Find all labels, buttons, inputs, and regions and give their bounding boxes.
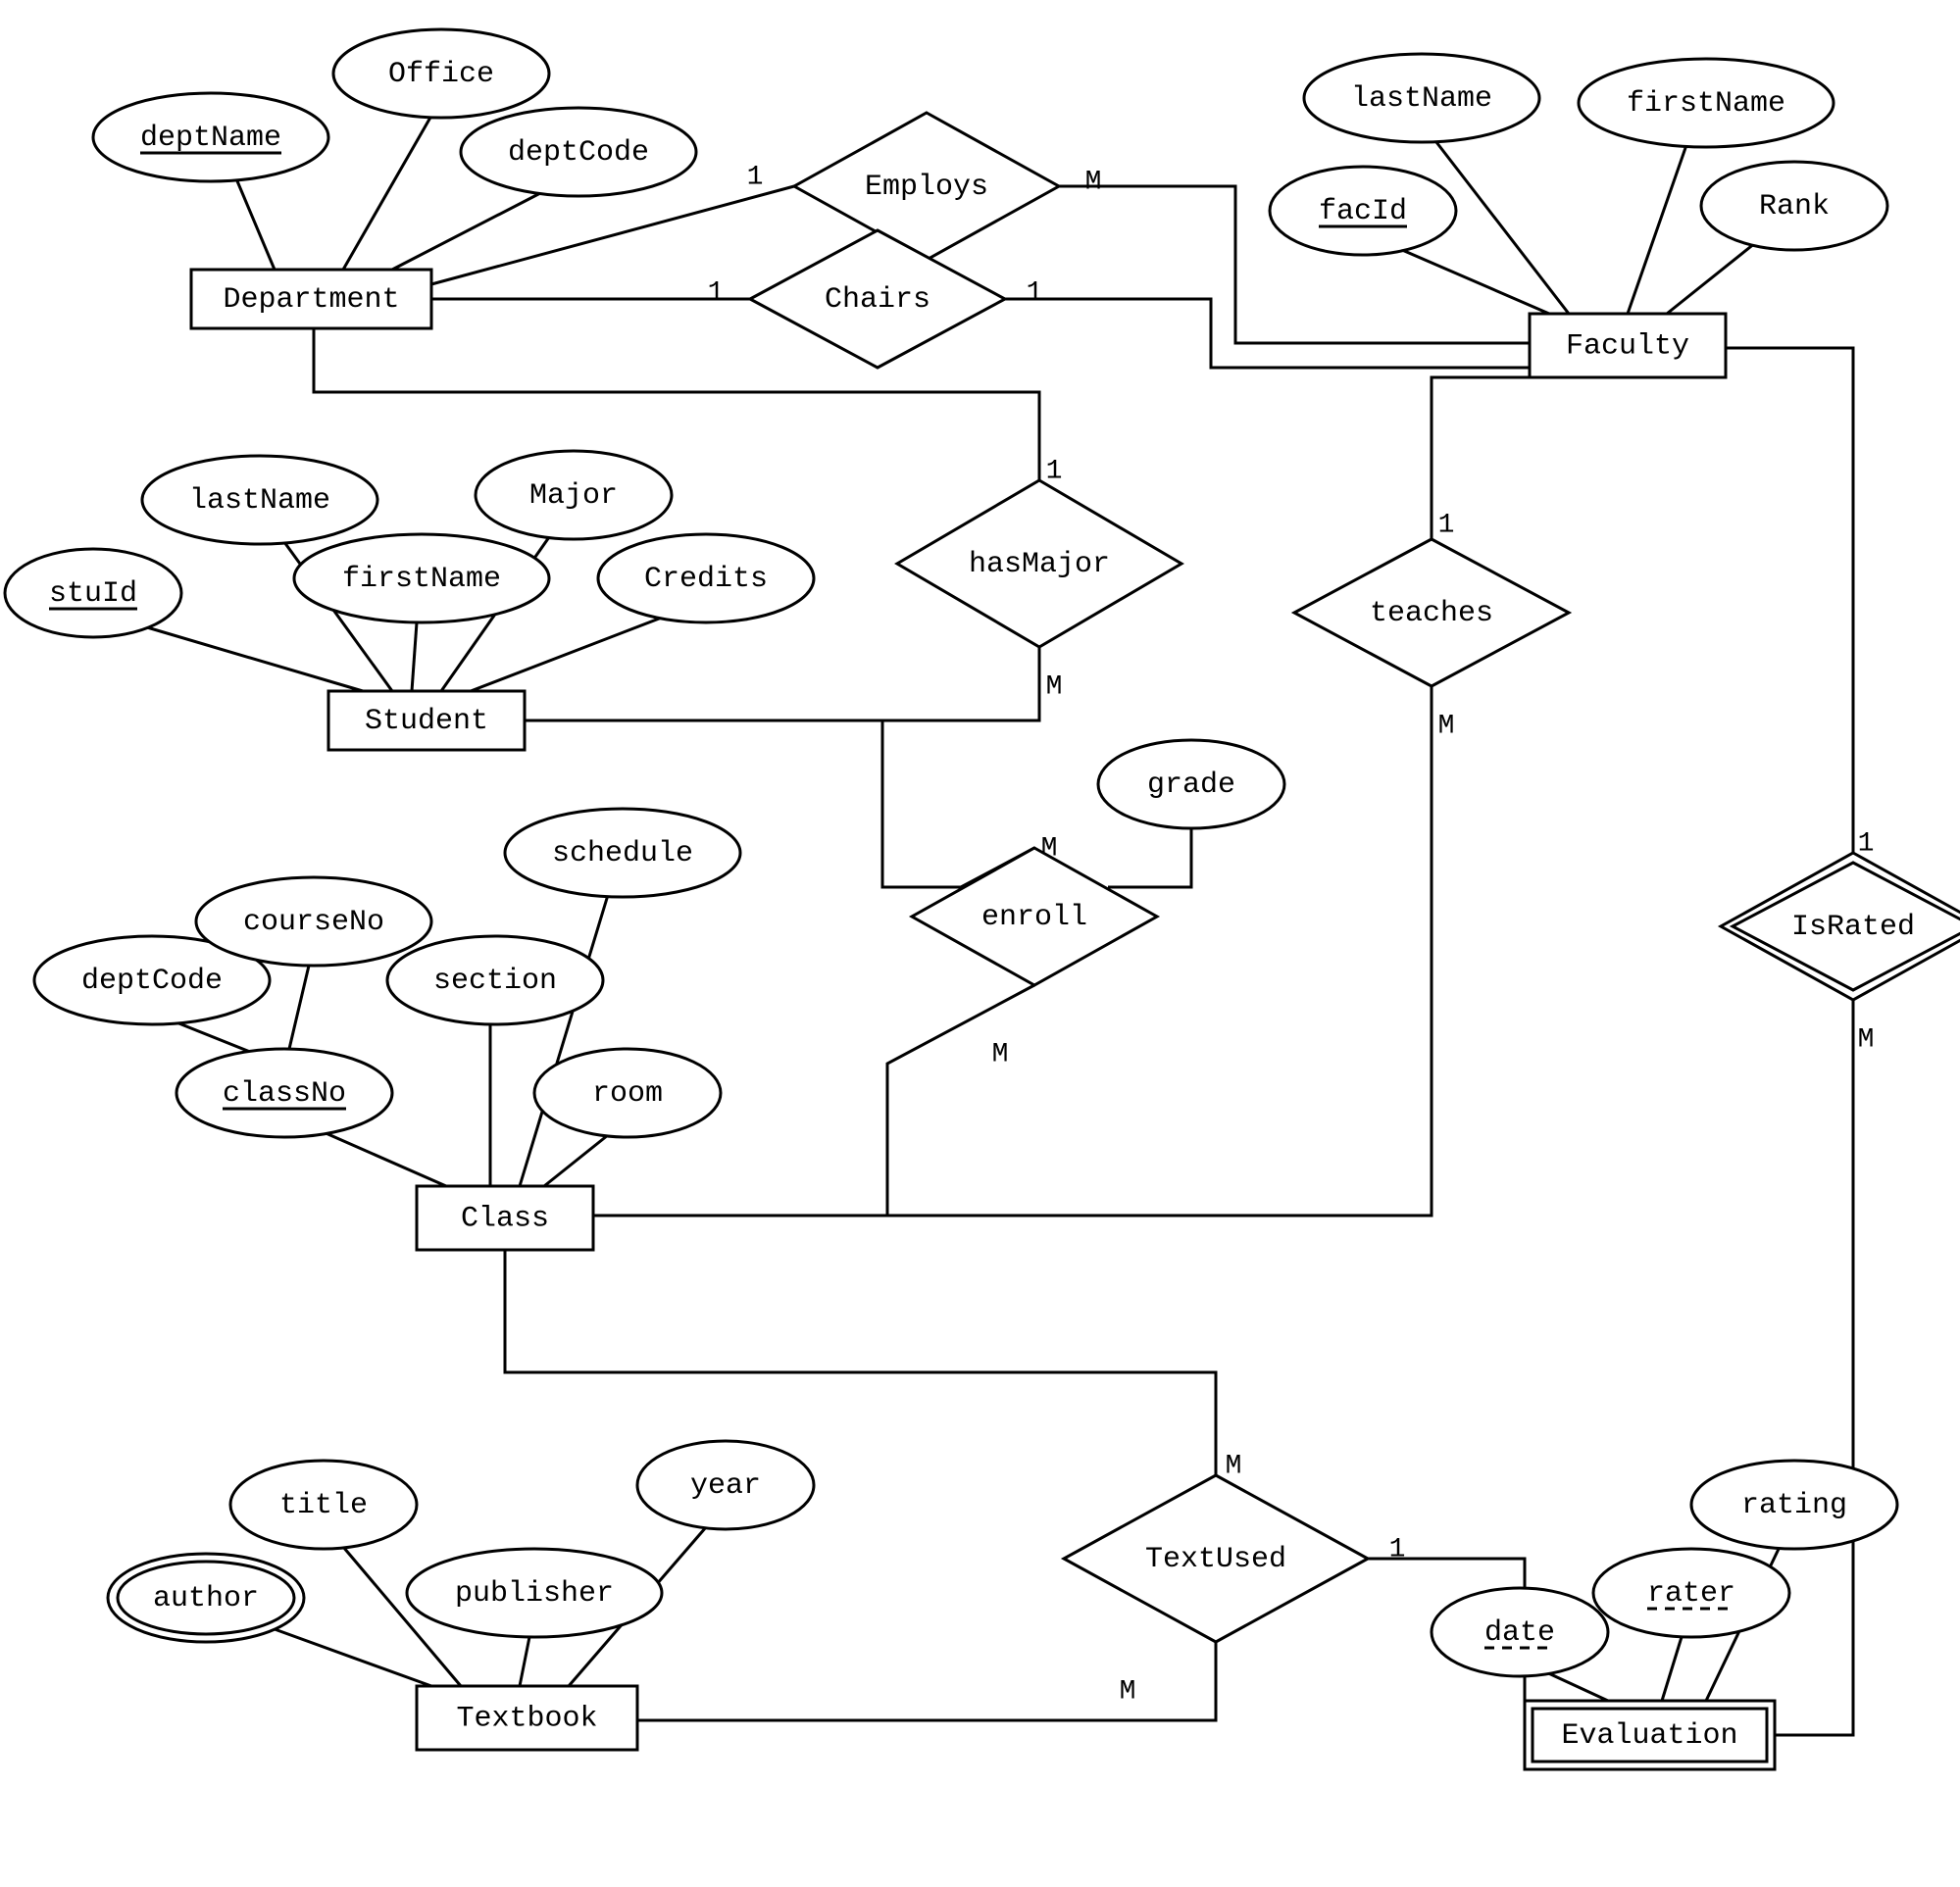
svg-text:1: 1 — [1858, 828, 1875, 859]
svg-text:M: M — [1226, 1451, 1242, 1481]
attribute-fac_facId: facId — [1270, 167, 1456, 255]
svg-text:IsRated: IsRated — [1791, 911, 1915, 944]
svg-text:Class: Class — [461, 1202, 549, 1235]
relationship-hasMajor: hasMajor — [897, 480, 1181, 647]
entity-evaluation: Evaluation — [1525, 1701, 1775, 1769]
attribute-cls_classNo: classNo — [176, 1049, 392, 1137]
svg-text:classNo: classNo — [223, 1077, 346, 1111]
svg-text:Textbook: Textbook — [456, 1702, 597, 1735]
svg-text:Faculty: Faculty — [1566, 329, 1689, 363]
svg-text:facId: facId — [1319, 195, 1407, 228]
svg-text:Department: Department — [223, 283, 399, 317]
svg-text:firstName: firstName — [342, 563, 501, 596]
svg-text:section: section — [433, 965, 557, 998]
svg-text:Office: Office — [388, 58, 494, 91]
svg-text:M: M — [1046, 671, 1063, 702]
svg-text:Evaluation: Evaluation — [1561, 1719, 1737, 1753]
attribute-fac_firstName: firstName — [1579, 59, 1834, 147]
entity-class: Class — [417, 1186, 593, 1250]
svg-text:courseNo: courseNo — [243, 906, 384, 939]
attribute-fac_rank: Rank — [1701, 162, 1887, 250]
svg-text:Credits: Credits — [644, 563, 768, 596]
svg-text:Employs: Employs — [865, 171, 988, 204]
svg-text:1: 1 — [1046, 456, 1063, 486]
attribute-txt_year: year — [637, 1441, 814, 1529]
entity-faculty: Faculty — [1530, 314, 1726, 377]
svg-text:Rank: Rank — [1759, 190, 1830, 223]
svg-text:schedule: schedule — [552, 837, 693, 870]
svg-text:author: author — [153, 1582, 259, 1615]
attribute-txt_author: author — [108, 1554, 304, 1642]
attribute-dept_deptCode: deptCode — [461, 108, 696, 196]
attribute-dept_deptName: deptName — [93, 93, 328, 181]
svg-text:date: date — [1484, 1616, 1555, 1650]
attribute-cls_courseNo: courseNo — [196, 877, 431, 966]
relationship-chairs: Chairs — [750, 230, 1005, 368]
attribute-cls_schedule: schedule — [505, 809, 740, 897]
svg-text:title: title — [279, 1489, 368, 1522]
svg-text:Chairs: Chairs — [825, 283, 930, 317]
relationship-teaches: teaches — [1294, 539, 1569, 686]
attribute-dept_office: Office — [333, 29, 549, 118]
svg-text:1: 1 — [1438, 510, 1455, 540]
entity-student: Student — [328, 691, 525, 750]
attribute-txt_title: title — [230, 1461, 417, 1549]
attribute-ev_date: date — [1432, 1588, 1608, 1676]
svg-text:publisher: publisher — [455, 1577, 614, 1611]
svg-text:M: M — [992, 1039, 1009, 1069]
relationship-isRated: IsRated — [1721, 853, 1960, 1000]
attribute-ev_rater: rater — [1593, 1549, 1789, 1637]
svg-text:1: 1 — [1389, 1534, 1406, 1564]
svg-text:deptCode: deptCode — [81, 965, 223, 998]
svg-text:year: year — [690, 1469, 761, 1503]
attribute-stu_credits: Credits — [598, 534, 814, 622]
svg-text:TextUsed: TextUsed — [1145, 1543, 1286, 1576]
svg-text:grade: grade — [1147, 769, 1235, 802]
relationship-textUsed: TextUsed — [1064, 1475, 1368, 1642]
svg-text:teaches: teaches — [1370, 597, 1493, 630]
entity-textbook: Textbook — [417, 1686, 637, 1750]
attribute-stu_lastName: lastName — [142, 456, 377, 544]
attribute-cls_section: section — [387, 936, 603, 1024]
svg-text:Major: Major — [529, 479, 618, 513]
svg-text:firstName: firstName — [1627, 87, 1785, 121]
svg-text:lastName: lastName — [1351, 82, 1492, 116]
svg-text:hasMajor: hasMajor — [969, 548, 1110, 581]
svg-text:1: 1 — [1027, 277, 1043, 308]
attribute-stu_stuId: stuId — [5, 549, 181, 637]
svg-text:lastName: lastName — [189, 484, 330, 518]
svg-text:deptName: deptName — [140, 122, 281, 155]
svg-text:enroll: enroll — [981, 901, 1087, 934]
svg-text:Student: Student — [365, 705, 488, 738]
attribute-cls_room: room — [534, 1049, 721, 1137]
svg-text:room: room — [592, 1077, 663, 1111]
entity-department: Department — [191, 270, 431, 328]
relationship-employs: Employs — [794, 113, 1059, 260]
relationship-enroll: enroll — [912, 848, 1157, 985]
svg-text:deptCode: deptCode — [508, 136, 649, 170]
attribute-fac_lastName: lastName — [1304, 54, 1539, 142]
svg-text:M: M — [1120, 1676, 1136, 1707]
attribute-txt_publisher: publisher — [407, 1549, 662, 1637]
attribute-ev_rating: rating — [1691, 1461, 1897, 1549]
svg-text:M: M — [1438, 711, 1455, 741]
attribute-stu_major: Major — [476, 451, 672, 539]
svg-text:1: 1 — [747, 162, 764, 192]
svg-text:stuId: stuId — [49, 577, 137, 611]
attribute-enr_grade: grade — [1098, 740, 1284, 828]
svg-text:M: M — [1858, 1024, 1875, 1055]
svg-text:1: 1 — [708, 277, 725, 308]
svg-text:rating: rating — [1741, 1489, 1847, 1522]
svg-text:M: M — [1085, 167, 1102, 197]
svg-text:rater: rater — [1647, 1577, 1735, 1611]
attribute-stu_firstName: firstName — [294, 534, 549, 622]
